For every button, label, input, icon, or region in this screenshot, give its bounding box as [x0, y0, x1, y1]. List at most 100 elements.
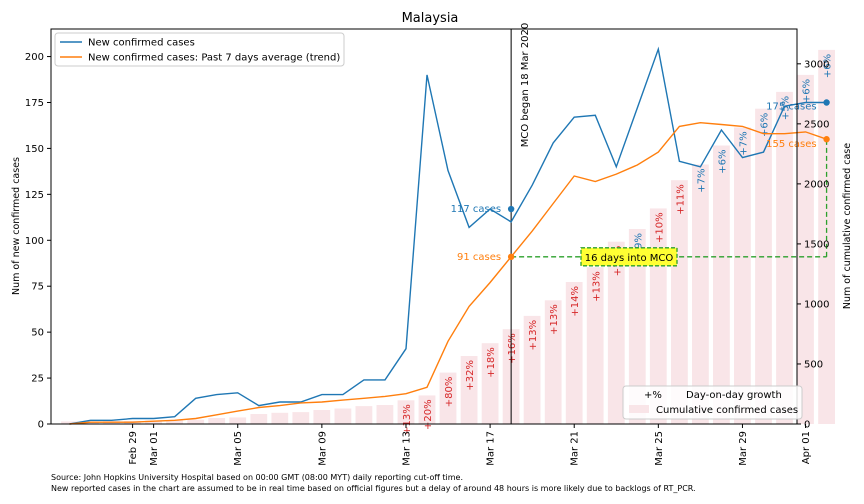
growth-label: +6% — [823, 54, 834, 78]
growth-label: +13% — [528, 320, 539, 351]
legend-cumulative-swatch — [629, 405, 649, 413]
cumulative-bar — [628, 229, 646, 424]
legend-new-cases-label: New confirmed cases — [88, 38, 195, 49]
cumulative-bar — [313, 410, 331, 424]
y-left-tick-label: 150 — [25, 144, 44, 155]
growth-label: +13% — [402, 404, 413, 435]
cumulative-bar — [376, 405, 394, 424]
end-trend-label: 155 cases — [766, 139, 816, 150]
growth-label: +14% — [570, 286, 581, 317]
growth-label: +20% — [423, 399, 434, 430]
mco-trend-point — [507, 253, 515, 261]
growth-label: +18% — [486, 347, 497, 378]
y-right-tick-label: 1500 — [804, 239, 829, 250]
growth-label: +6% — [802, 79, 813, 103]
cumulative-bar — [586, 267, 604, 424]
legend-top: New confirmed cases New confirmed cases: … — [54, 32, 345, 67]
cumulative-bar — [187, 419, 205, 424]
cumulative-bar — [734, 127, 751, 425]
growth-label: +13% — [591, 271, 602, 302]
y-left-tick-label: 50 — [31, 328, 44, 339]
growth-label: +11% — [675, 184, 686, 215]
legend-trend-label: New confirmed cases: Past 7 days average… — [88, 53, 340, 64]
cumulative-bar — [776, 91, 793, 425]
y-right-tick-label: 0 — [804, 420, 810, 431]
growth-labels: +13% +20% +80% +32% +18% +16% +13% +13% +14% +13%… — [402, 54, 834, 435]
cumulative-bar — [145, 420, 162, 424]
cumulative-bar — [418, 395, 436, 424]
axis-ticks: 0255075100125150175200050010001500200025… — [25, 52, 830, 466]
x-tick-label: Mar 25 — [654, 431, 665, 466]
x-tick-label: Mar 21 — [570, 431, 581, 466]
x-tick-label: Mar 01 — [149, 431, 160, 466]
x-tick-label: Apr 01 — [801, 431, 812, 464]
growth-label: +16% — [507, 333, 518, 364]
mco-line-label: MCO began 18 Mar 2020 — [520, 23, 531, 148]
cumulative-bar — [250, 414, 268, 424]
mco-trend-label: 91 cases — [457, 252, 501, 263]
legend-bottom-box — [622, 385, 803, 420]
x-tick-label: Mar 13 — [402, 431, 413, 466]
days-into-mco-box — [580, 247, 678, 267]
y-left-tick-label: 175 — [25, 98, 44, 109]
y-right-tick-label: 2500 — [804, 119, 829, 130]
cumulative-bar — [292, 412, 310, 424]
footnote-delay: New reported cases in the chart are assu… — [51, 484, 696, 493]
legend-growth-symbol: +% — [644, 390, 662, 401]
new-cases-line — [69, 46, 827, 425]
cumulative-bar — [544, 300, 562, 424]
growth-label: +7% — [696, 169, 707, 193]
y-right-tick-label: 500 — [804, 359, 823, 370]
y-left-tick-label: 125 — [25, 190, 44, 201]
chart-title: Malaysia — [402, 11, 459, 26]
cumulative-bar — [692, 164, 709, 424]
y-left-tick-label: 200 — [25, 52, 44, 63]
growth-label: +13% — [549, 304, 560, 335]
cumulative-bar — [439, 372, 457, 424]
y-left-tick-label: 100 — [25, 236, 44, 247]
cumulative-bar — [355, 406, 373, 424]
plot-border — [50, 28, 798, 425]
mco-new-cases-point — [507, 205, 515, 213]
cumulative-bar — [229, 417, 247, 424]
plot-frame — [50, 28, 798, 425]
cumulative-bar — [208, 418, 226, 424]
x-tick-label: Mar 29 — [738, 431, 749, 466]
legend-growth-label: Day-on-day growth — [686, 390, 782, 401]
mco-new-cases-label: 117 cases — [451, 204, 501, 215]
end-new-cases-point — [823, 99, 830, 106]
cumulative-bars — [61, 49, 835, 425]
cumulative-bar — [797, 74, 814, 425]
growth-label: +6% — [760, 113, 771, 137]
footnote-source: Source: John Hopkins University Hospital… — [51, 473, 464, 482]
cumulative-bar — [755, 108, 772, 424]
cumulative-bar — [334, 408, 352, 424]
y-left-tick-label: 25 — [31, 374, 44, 385]
cumulative-bar — [397, 400, 415, 424]
legend-bottom: +% Day-on-day growth Cumulative confirmed … — [622, 385, 803, 420]
cumulative-bar — [671, 180, 688, 424]
growth-label: +6% — [717, 150, 728, 174]
x-tick-label: Mar 05 — [233, 431, 244, 466]
y-right-tick-label: 3000 — [804, 59, 829, 70]
y-right-tick-label: 2000 — [804, 179, 829, 190]
growth-label: +80% — [444, 377, 455, 408]
cumulative-bar — [565, 282, 583, 424]
y-axis-left-label: Num of new confirmed cases — [11, 157, 22, 295]
end-trend-point — [823, 136, 830, 143]
growth-label: +7% — [739, 131, 750, 155]
y-left-tick-label: 75 — [31, 282, 44, 293]
cumulative-bar — [713, 145, 730, 424]
legend-cumulative-label: Cumulative confirmed cases — [656, 405, 798, 416]
x-tick-label: Feb 29 — [128, 431, 139, 465]
series-lines: 117 cases 91 cases 175 cases 155 cases — [69, 46, 830, 425]
growth-label: +10% — [654, 212, 665, 243]
end-new-cases-label: 175 cases — [766, 101, 816, 112]
y-right-tick-label: 1000 — [804, 299, 829, 310]
cumulative-bar — [523, 315, 541, 424]
cumulative-bar — [166, 420, 183, 424]
legend-top-box — [54, 32, 345, 67]
cumulative-bar — [607, 241, 625, 424]
trend-line — [69, 121, 827, 425]
